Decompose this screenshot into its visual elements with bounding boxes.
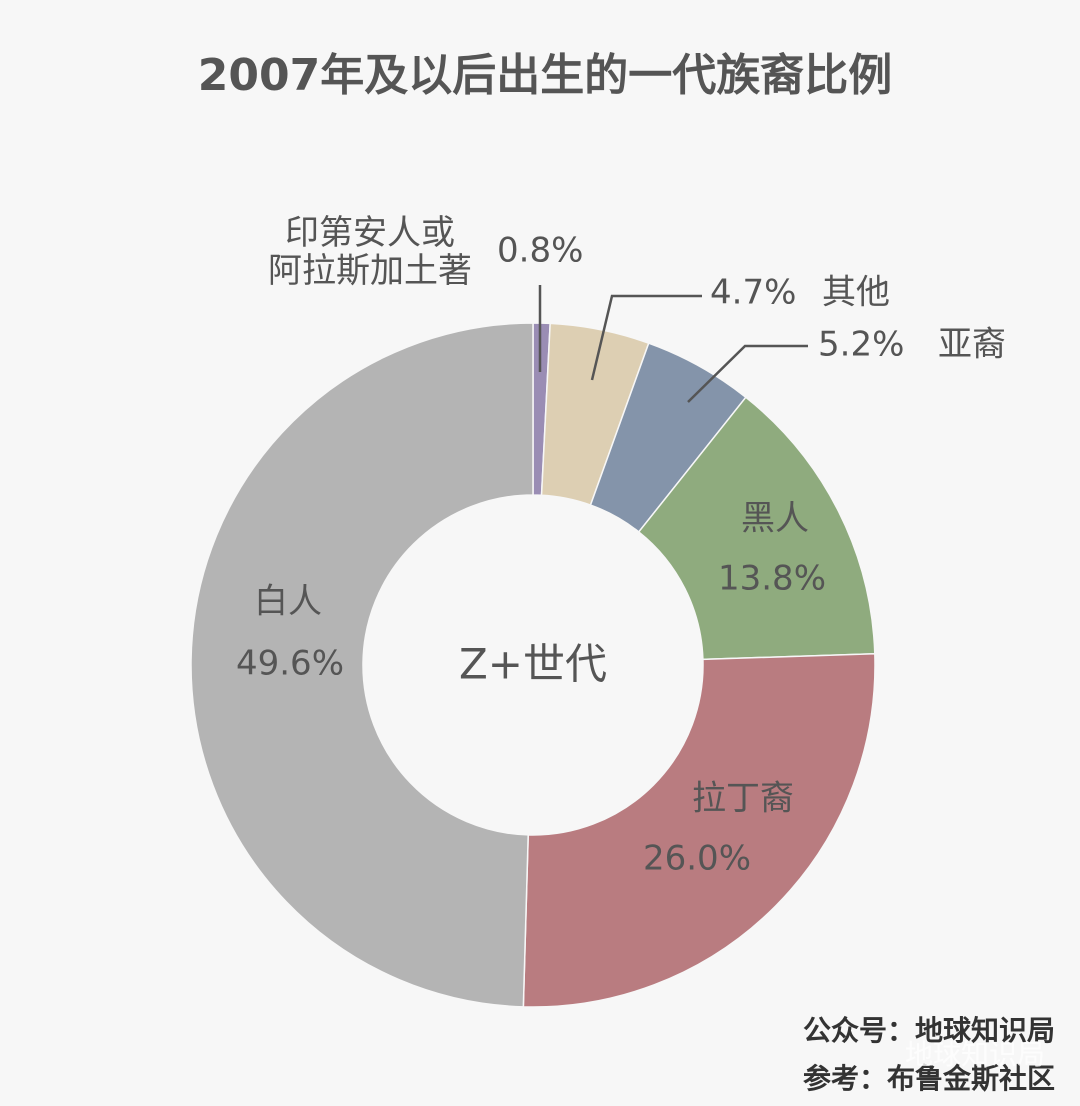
- value-label: 26.0%: [643, 839, 751, 879]
- category-label: 拉丁裔: [692, 779, 794, 819]
- value-label: 49.6%: [236, 644, 344, 684]
- value-label: 13.8%: [718, 559, 826, 599]
- category-label: 印第安人或 阿拉斯加土著: [268, 213, 472, 291]
- category-label: 白人: [254, 582, 322, 622]
- source: 公众号：地球知识局: [803, 1014, 1055, 1047]
- leader-line: [590, 294, 702, 381]
- donut-slice: [522, 652, 876, 1008]
- donut-slice: [637, 396, 876, 661]
- reference: 参考：布鲁金斯社区: [803, 1062, 1055, 1095]
- value-label: 0.8%: [497, 231, 583, 271]
- category-label: 亚裔: [938, 325, 1006, 365]
- chart-title: 2007年及以后出生的一代族裔比例: [198, 50, 892, 101]
- center-label: Z+世代: [459, 640, 607, 689]
- watermark: 地球知识局: [905, 1038, 1045, 1071]
- value-label: 4.7%: [710, 273, 796, 313]
- category-label: 其他: [822, 273, 890, 313]
- value-label: 5.2%: [818, 325, 904, 365]
- category-label: 黑人: [741, 499, 809, 539]
- donut-slice: [190, 322, 534, 1008]
- leader-line: [687, 344, 808, 403]
